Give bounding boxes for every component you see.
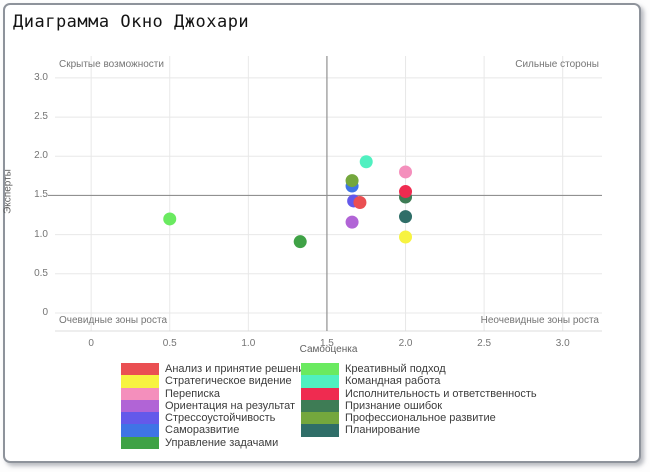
legend-swatch (121, 436, 159, 450)
legend-label: Стрессоустойчивость (165, 412, 276, 425)
legend-swatch (301, 363, 339, 376)
legend-column-2: Креативный подход Командная работа Исполни… (301, 363, 537, 437)
legend-item: Планирование (301, 424, 537, 437)
legend-label: Командная работа (345, 375, 441, 388)
legend-label: Ориентация на результат (165, 399, 296, 412)
legend-label: Управление задачами (165, 436, 279, 449)
x-tick-label: 0.5 (162, 338, 177, 349)
legend-item: Стрессоустойчивость (121, 412, 311, 425)
x-tick-label: 2.5 (477, 338, 492, 349)
data-point (399, 165, 413, 179)
legend-column-1: Анализ и принятие решений Стратегическое … (121, 363, 311, 450)
plot-area: Скрытые возможности Сильные стороны Очев… (34, 56, 602, 349)
legend-label: Стратегическое видение (165, 375, 292, 388)
legend-swatch (301, 387, 339, 400)
legend-label: Признание ошибок (345, 399, 443, 412)
data-point (359, 155, 373, 169)
legend-swatch (121, 387, 159, 400)
legend-swatch (121, 424, 159, 437)
y-axis-title: Эксперты (2, 169, 14, 214)
x-tick-label: 1.0 (241, 338, 256, 349)
data-point (399, 230, 413, 244)
legend-item: Стратегическое видение (121, 375, 311, 388)
y-tick-label: 1.0 (34, 228, 48, 240)
data-point (163, 212, 177, 226)
data-point (399, 185, 413, 199)
x-axis-title: Самооценка (299, 344, 358, 355)
legend-item: Анализ и принятие решений (121, 363, 311, 376)
data-point (399, 210, 413, 224)
legend-swatch (121, 399, 159, 413)
scatter-plot-canvas (48, 56, 602, 332)
legend-item: Ориентация на результат (121, 399, 311, 413)
data-point (293, 235, 307, 249)
legend-item: Признание ошибок (301, 399, 537, 413)
quadrant-label-strengths: Сильные стороны (515, 59, 599, 70)
y-tick-label: 0 (42, 306, 48, 318)
legend-item: Креативный подход (301, 363, 537, 376)
legend-swatch (301, 399, 339, 413)
x-tick-label: 0 (88, 338, 94, 349)
x-tick-label: 2.0 (398, 338, 413, 349)
legend-label: Планирование (345, 424, 421, 437)
chart-title: Диаграмма Окно Джохари (13, 12, 250, 32)
legend-item: Саморазвитие (121, 424, 311, 437)
legend-swatch (121, 363, 159, 376)
quadrant-label-nonobvious-growth-zones: Неочевидные зоны роста (480, 315, 599, 326)
legend-label: Исполнительность и ответственность (345, 387, 537, 400)
legend-item: Командная работа (301, 375, 537, 388)
legend-item: Исполнительность и ответственность (301, 387, 537, 400)
y-tick-label: 1.5 (34, 189, 48, 201)
quadrant-label-hidden-opportunities: Скрытые возможности (59, 59, 164, 70)
legend-swatch (301, 375, 339, 388)
legend-item: Переписка (121, 387, 311, 400)
legend-swatch (121, 412, 159, 425)
legend-item: Профессиональное развитие (301, 412, 537, 425)
y-tick-label: 2.0 (34, 150, 48, 162)
y-tick-label: 3.0 (34, 71, 48, 83)
x-tick-label: 1.5 (319, 338, 334, 349)
quadrant-label-obvious-growth-zones: Очевидные зоны роста (59, 315, 168, 326)
legend-label: Переписка (165, 387, 221, 400)
data-point (353, 196, 367, 210)
legend-item: Управление задачами (121, 436, 311, 450)
legend-label: Саморазвитие (165, 424, 240, 437)
legend-swatch (121, 375, 159, 388)
data-point (345, 174, 359, 188)
y-tick-label: 0.5 (34, 267, 48, 279)
data-point (345, 215, 359, 229)
y-tick-label: 2.5 (34, 111, 48, 123)
x-tick-label: 3.0 (555, 338, 570, 349)
legend-swatch (301, 424, 339, 437)
legend-swatch (301, 412, 339, 425)
legend-label: Анализ и принятие решений (165, 363, 311, 375)
legend-label: Креативный подход (345, 363, 446, 375)
legend-label: Профессиональное развитие (345, 412, 496, 425)
